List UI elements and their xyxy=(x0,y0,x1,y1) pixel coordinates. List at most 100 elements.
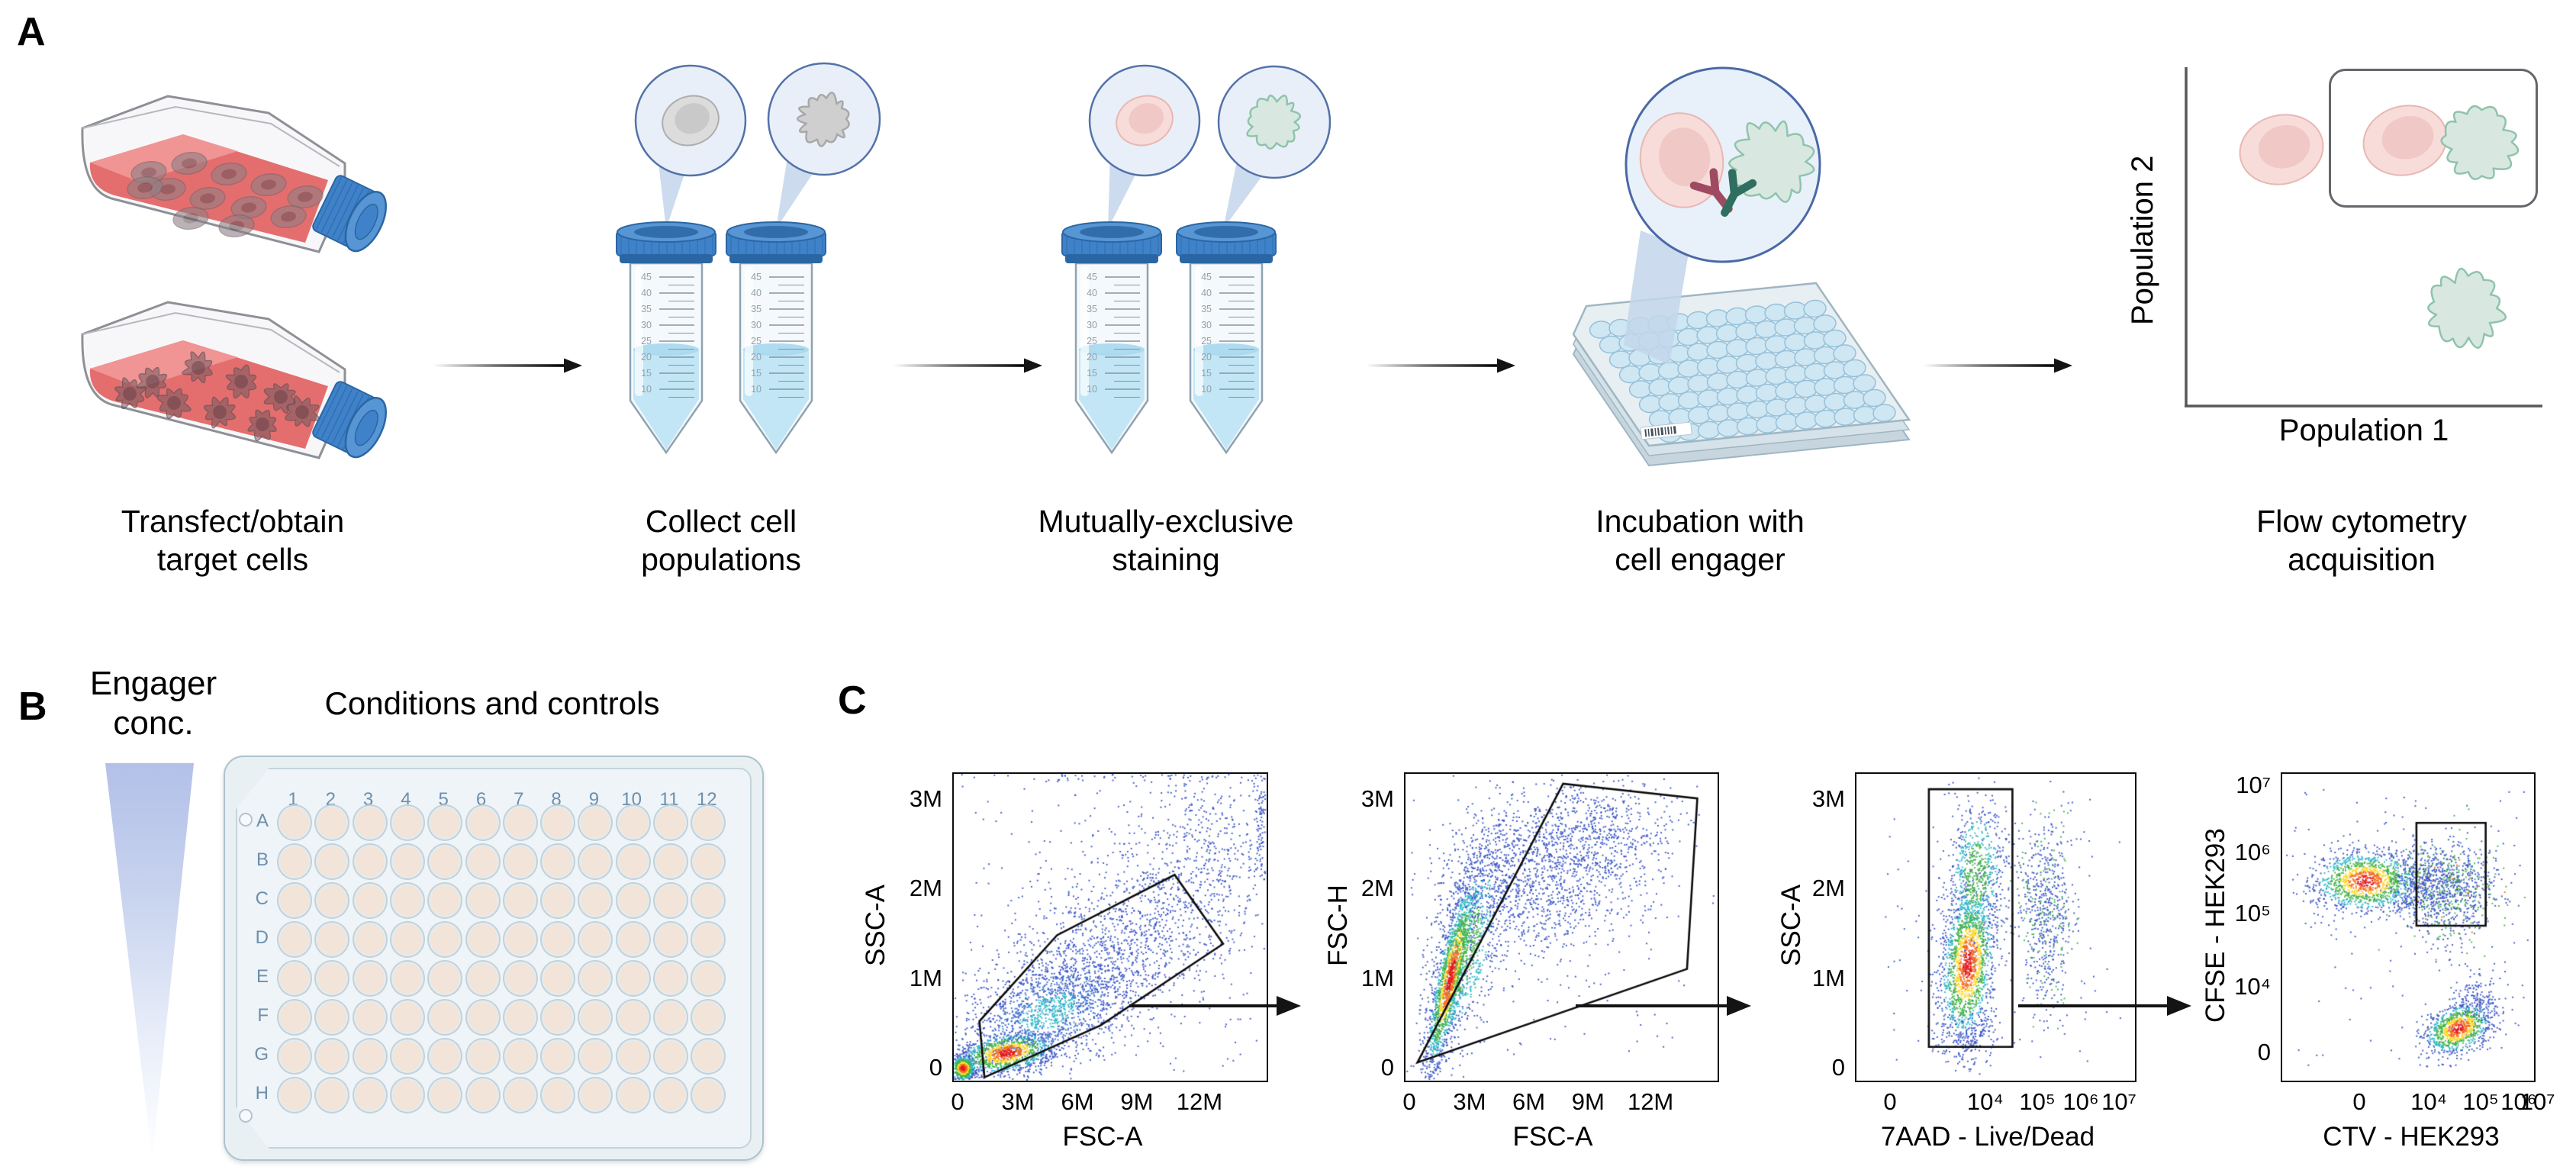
plate-well xyxy=(578,882,613,919)
plate-well xyxy=(540,999,576,1036)
y-tick-label: 0 xyxy=(1380,1054,1394,1081)
adherent-cell-icon xyxy=(130,161,167,184)
plate-well xyxy=(1804,395,1828,413)
adherent-cell-icon xyxy=(171,152,208,175)
plate-well xyxy=(502,960,538,997)
plate-well xyxy=(502,1038,538,1075)
plate-well xyxy=(653,921,688,958)
plate-well xyxy=(1775,382,1798,400)
plate-well xyxy=(1677,359,1701,378)
plate-well xyxy=(1784,365,1808,383)
tube-liquid xyxy=(1193,349,1259,450)
dendritic-cell-icon xyxy=(225,364,257,399)
plate-well xyxy=(1803,331,1827,350)
tube-graduation-number: 45 xyxy=(1201,272,1212,282)
x-tick-label: 3M xyxy=(1001,1088,1035,1115)
tube-graduation-number: 10 xyxy=(641,384,652,395)
density-plot-canvas xyxy=(1856,774,2135,1081)
magnifier-bubble-icon xyxy=(1217,65,1331,229)
tube-graduation-number: 30 xyxy=(751,320,762,330)
tube-graduation-number: 40 xyxy=(641,288,652,298)
workflow-arrow-icon xyxy=(1923,358,2072,373)
plate-well xyxy=(1863,388,1886,408)
dendritic-cell-icon xyxy=(263,383,296,414)
culture-flask-icon xyxy=(81,95,387,253)
plate-well xyxy=(1725,339,1750,357)
conical-tube-icon: 45 40 35 30 25 20 15 10 xyxy=(726,221,826,455)
density-plot-canvas xyxy=(2282,774,2534,1081)
plate-barcode xyxy=(1640,421,1692,440)
bubble-tail xyxy=(776,143,823,229)
plate-well xyxy=(1765,398,1789,417)
caption-line: Transfect/obtain xyxy=(121,504,345,539)
plate-well xyxy=(1774,350,1798,369)
plate-well xyxy=(1814,378,1837,396)
dendritic-cell-icon xyxy=(247,409,277,442)
adherent-cell-icon xyxy=(172,207,209,230)
plate-well xyxy=(578,921,613,958)
plate-well xyxy=(540,843,576,880)
tube-graduation-number: 10 xyxy=(751,384,762,395)
plate-well xyxy=(1716,387,1740,406)
tube-liquid xyxy=(743,349,809,450)
caption-step-1: Transfect/obtain target cells xyxy=(19,502,446,578)
plate-well xyxy=(1823,361,1847,379)
plate-well xyxy=(277,1038,312,1075)
y-axis-label: FSC-H xyxy=(1323,885,1353,967)
plate-well xyxy=(389,960,425,997)
plate-well xyxy=(1795,411,1818,430)
tube-graduation-number: 45 xyxy=(1087,272,1097,282)
plate-well xyxy=(465,921,501,958)
x-axis-label: FSC-A xyxy=(1062,1122,1143,1152)
caption-line: target cells xyxy=(156,542,309,577)
round-cell-icon xyxy=(2239,114,2324,185)
dendritic-cell-icon xyxy=(285,395,320,427)
plate-well xyxy=(540,960,576,997)
tube-graduation-number: 40 xyxy=(1087,288,1097,298)
y-tick-label: 10⁵ xyxy=(2234,899,2271,926)
plate-well xyxy=(615,843,651,880)
dendritic-cell-icon xyxy=(137,366,168,398)
magnifier-bubble-icon xyxy=(1088,64,1201,229)
y-tick-label: 2M xyxy=(909,874,942,901)
y-tick-label: 10⁷ xyxy=(2236,771,2271,798)
plate-well xyxy=(1678,423,1702,441)
plate-well xyxy=(1813,314,1837,333)
plate-well xyxy=(1608,318,1632,337)
plate-well xyxy=(1716,356,1740,374)
x-tick-label: 6M xyxy=(1061,1088,1094,1115)
x-tick-label: 10⁵ xyxy=(2019,1088,2056,1115)
caption-line: Flow cytometry xyxy=(2256,504,2467,539)
x-tick-label: 0 xyxy=(2352,1088,2366,1115)
x-tick-label: 3M xyxy=(1453,1088,1486,1115)
engager-label-line: Engager xyxy=(89,665,217,702)
plate-well xyxy=(1666,313,1691,331)
plate-well xyxy=(615,960,651,997)
plate-well xyxy=(1667,344,1691,363)
plate-well xyxy=(1794,379,1818,398)
workflow-arrow-icon xyxy=(433,358,582,373)
plate-well xyxy=(691,1077,726,1113)
tube-graduation-number: 40 xyxy=(751,288,762,298)
plate-well xyxy=(1707,404,1731,423)
tube-graduation-number: 25 xyxy=(1201,336,1212,346)
plate-well xyxy=(502,921,538,958)
plate-well xyxy=(653,999,688,1036)
plate-well xyxy=(1775,413,1799,432)
plate-well xyxy=(1608,350,1633,369)
plate-well xyxy=(314,960,350,997)
plate-well xyxy=(1833,344,1856,363)
flow-plot-2 xyxy=(1404,772,1719,1082)
plate-well xyxy=(465,999,501,1036)
plate-well xyxy=(314,1038,350,1075)
tube-cap-icon xyxy=(1061,221,1162,263)
plate-well xyxy=(653,960,688,997)
y-axis-label: CFSE - HEK293 xyxy=(2201,828,2230,1023)
plate-well xyxy=(1628,380,1653,398)
plate-well xyxy=(352,999,388,1036)
tube-graduation-number: 25 xyxy=(1087,336,1097,346)
plate-well xyxy=(427,1038,463,1075)
spiky-cell-icon xyxy=(797,92,850,147)
plate-well xyxy=(314,882,350,919)
plate-well xyxy=(1785,396,1808,415)
